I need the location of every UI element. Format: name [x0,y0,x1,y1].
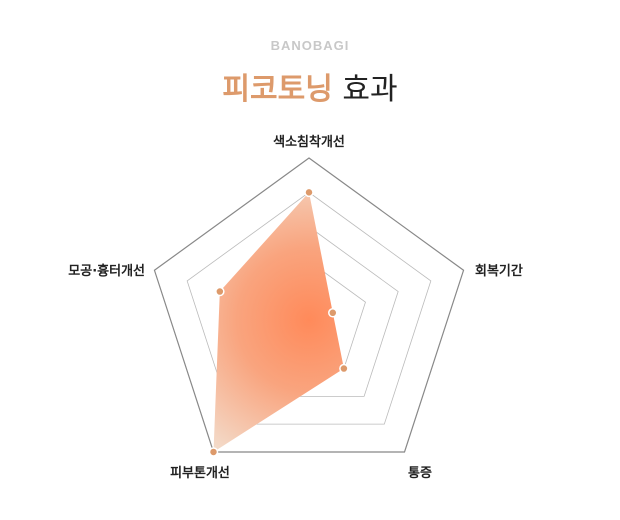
data-point-1 [304,187,314,198]
axis-label-5: 모공·흉터개선 [68,263,145,279]
page-title: 피코토닝 효과 [0,64,620,108]
axis-label-3: 통증 [408,466,432,481]
data-point-4 [208,447,219,457]
grid-ring-5 [153,157,465,453]
data-point-3 [339,363,349,374]
data-area [213,192,344,452]
data-point-5 [215,286,225,297]
data-point-2 [328,308,338,318]
title-highlight: 피코토닝 [222,72,333,107]
axis-label-2: 회복기간 [475,263,523,279]
brand-label: BANOBAGI [270,38,350,53]
axis-label-1: 색소침착개선 [273,134,345,150]
axis-label-4: 피부톤개선 [170,465,230,481]
title-rest: 효과 [342,72,398,107]
grid-ring-4 [186,191,432,425]
